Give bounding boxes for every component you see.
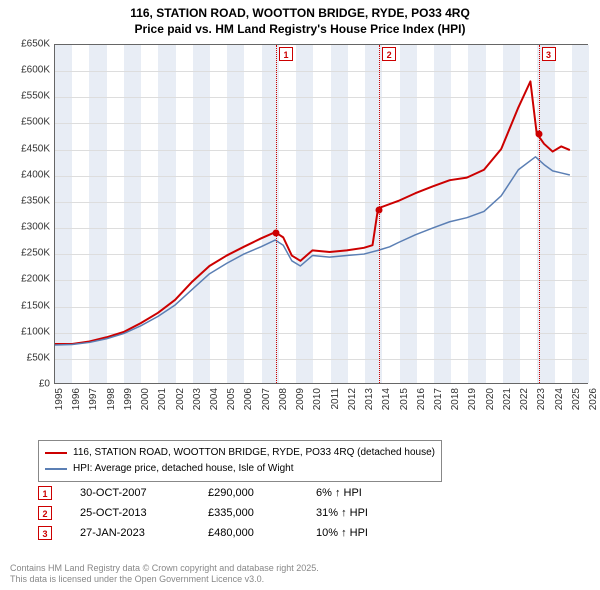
x-tick-label: 2022 (519, 388, 530, 410)
y-tick-label: £500K (21, 117, 50, 128)
x-tick-label: 1998 (106, 388, 117, 410)
legend-label: HPI: Average price, detached house, Isle… (73, 461, 294, 477)
x-tick-label: 2015 (399, 388, 410, 410)
sale-dot (273, 230, 280, 237)
x-axis: 1995 1996 1997 1998 1999 2000 2001 2002 2003 2004… (54, 384, 588, 414)
x-tick-label: 2017 (433, 388, 444, 410)
title-line2: Price paid vs. HM Land Registry's House … (0, 22, 600, 38)
sale-marker-line (276, 45, 277, 383)
footer-attribution: Contains HM Land Registry data © Crown c… (10, 563, 319, 586)
y-tick-label: £250K (21, 248, 50, 259)
sales-table: 1 30-OCT-2007 £290,000 6% ↑ HPI 2 25-OCT-2013… (38, 486, 406, 546)
sale-row-marker: 3 (38, 526, 52, 540)
sale-marker-line (539, 45, 540, 383)
x-tick-label: 2016 (416, 388, 427, 410)
y-axis: £0£50K£100K£150K£200K£250K£300K£350K£400… (6, 44, 52, 384)
sale-marker-box: 3 (542, 47, 556, 61)
x-tick-label: 2011 (330, 388, 341, 410)
x-tick-label: 2008 (278, 388, 289, 410)
x-tick-label: 2013 (364, 388, 375, 410)
x-tick-label: 2000 (140, 388, 151, 410)
sale-date: 25-OCT-2013 (80, 507, 180, 519)
sale-delta: 6% ↑ HPI (316, 487, 406, 499)
y-tick-label: £0 (39, 379, 50, 390)
y-tick-label: £600K (21, 65, 50, 76)
y-tick-label: £300K (21, 222, 50, 233)
x-tick-label: 1999 (123, 388, 134, 410)
legend-item: 116, STATION ROAD, WOOTTON BRIDGE, RYDE,… (45, 445, 435, 461)
footer-line2: This data is licensed under the Open Gov… (10, 574, 319, 586)
x-tick-label: 2003 (192, 388, 203, 410)
x-tick-label: 2001 (157, 388, 168, 410)
y-tick-label: £650K (21, 39, 50, 50)
x-tick-label: 2019 (467, 388, 478, 410)
y-tick-label: £450K (21, 143, 50, 154)
sale-marker-box: 1 (279, 47, 293, 61)
legend-label: 116, STATION ROAD, WOOTTON BRIDGE, RYDE,… (73, 445, 435, 461)
sale-row: 3 27-JAN-2023 £480,000 10% ↑ HPI (38, 526, 406, 540)
legend-swatch (45, 452, 67, 454)
series-price_paid (55, 81, 570, 344)
x-tick-label: 1995 (54, 388, 65, 410)
legend-swatch (45, 468, 67, 470)
y-tick-label: £100K (21, 326, 50, 337)
y-tick-label: £400K (21, 169, 50, 180)
sale-delta: 31% ↑ HPI (316, 507, 406, 519)
y-tick-label: £550K (21, 91, 50, 102)
x-tick-label: 2006 (243, 388, 254, 410)
x-tick-label: 2012 (347, 388, 358, 410)
x-tick-label: 2023 (536, 388, 547, 410)
x-tick-label: 2007 (261, 388, 272, 410)
y-tick-label: £200K (21, 274, 50, 285)
title-line1: 116, STATION ROAD, WOOTTON BRIDGE, RYDE,… (0, 6, 600, 22)
sale-marker-box: 2 (382, 47, 396, 61)
sale-row: 1 30-OCT-2007 £290,000 6% ↑ HPI (38, 486, 406, 500)
x-tick-label: 2009 (295, 388, 306, 410)
sale-delta: 10% ↑ HPI (316, 527, 406, 539)
x-tick-label: 2018 (450, 388, 461, 410)
footer-line1: Contains HM Land Registry data © Crown c… (10, 563, 319, 575)
chart: £0 £50K £100K £150K £200K £250K £300K £350K £400… (6, 44, 594, 414)
y-tick-label: £150K (21, 300, 50, 311)
y-tick-label: £50K (27, 352, 50, 363)
line-series-svg (55, 45, 587, 383)
x-tick-label: 1996 (71, 388, 82, 410)
sale-price: £290,000 (208, 487, 288, 499)
x-tick-label: 2021 (502, 388, 513, 410)
sale-marker-line (379, 45, 380, 383)
sale-price: £480,000 (208, 527, 288, 539)
sale-row-marker: 2 (38, 506, 52, 520)
x-tick-label: 2026 (588, 388, 599, 410)
sale-dot (535, 130, 542, 137)
sale-date: 27-JAN-2023 (80, 527, 180, 539)
x-tick-label: 2014 (381, 388, 392, 410)
x-tick-label: 1997 (88, 388, 99, 410)
sale-dot (376, 206, 383, 213)
x-tick-label: 2024 (554, 388, 565, 410)
sale-price: £335,000 (208, 507, 288, 519)
sale-row-marker: 1 (38, 486, 52, 500)
x-tick-label: 2005 (226, 388, 237, 410)
sale-row: 2 25-OCT-2013 £335,000 31% ↑ HPI (38, 506, 406, 520)
x-tick-label: 2010 (312, 388, 323, 410)
x-tick-label: 2020 (485, 388, 496, 410)
legend: 116, STATION ROAD, WOOTTON BRIDGE, RYDE,… (38, 440, 442, 482)
legend-item: HPI: Average price, detached house, Isle… (45, 461, 435, 477)
x-tick-label: 2002 (175, 388, 186, 410)
x-tick-label: 2025 (571, 388, 582, 410)
chart-title: 116, STATION ROAD, WOOTTON BRIDGE, RYDE,… (0, 0, 600, 37)
y-tick-label: £350K (21, 195, 50, 206)
x-tick-label: 2004 (209, 388, 220, 410)
plot-area: 1 2 3 (54, 44, 588, 384)
sale-date: 30-OCT-2007 (80, 487, 180, 499)
